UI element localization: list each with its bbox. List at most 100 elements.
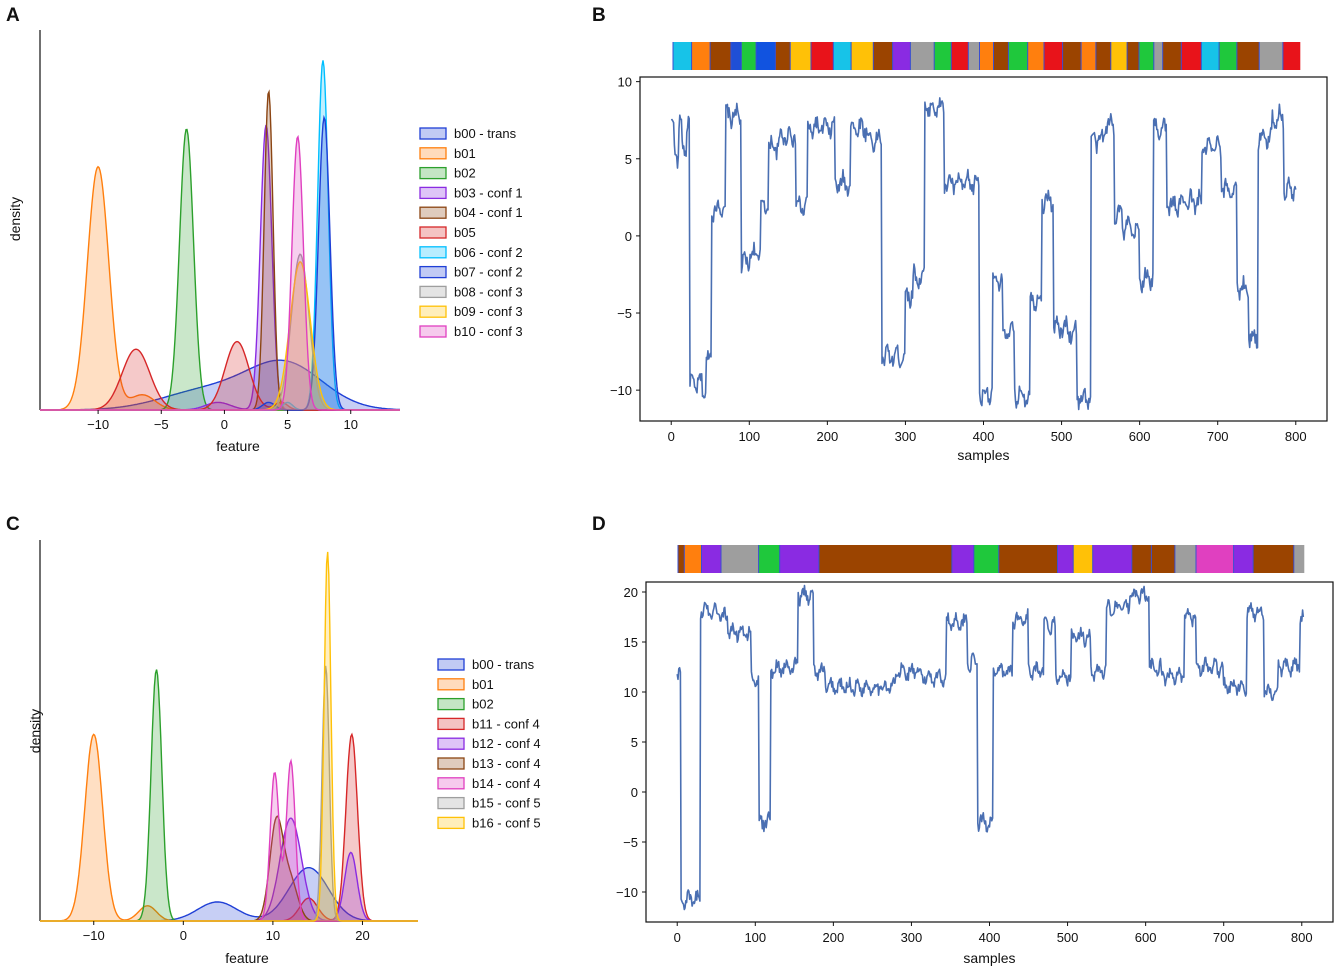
strip-block	[1253, 545, 1295, 573]
legend-swatch-b14-conf-4	[437, 777, 465, 790]
x-axis-label: feature	[225, 950, 269, 966]
legend-entry-b12-conf-4: b12 - conf 4	[472, 736, 541, 751]
legend-entry-b06-conf-2: b06 - conf 2	[454, 245, 523, 260]
legend-swatch-b08-conf-3	[419, 285, 447, 299]
strip-block	[691, 42, 711, 70]
signal-chart-b: 0 100 200 300 400 500 600 700 800 10 5 0 −5 −10 sample…	[610, 42, 1328, 463]
legend-entry-b00-trans: b00 - trans	[472, 657, 535, 672]
x-axis-label: samples	[963, 950, 1015, 966]
x-tick-label: 20	[355, 928, 369, 943]
strip-block	[730, 42, 742, 70]
strip-block	[851, 42, 874, 70]
legend-swatch-b07-conf-2	[419, 265, 447, 279]
strip-block	[1293, 545, 1305, 573]
strip-block	[756, 42, 776, 70]
strip-block	[1139, 42, 1155, 70]
legend-entry-b01: b01	[472, 677, 494, 692]
x-tick-label: 100	[738, 429, 760, 444]
strip-block	[1162, 42, 1182, 70]
x-tick-label: 400	[979, 930, 1001, 945]
legend-entry-b01: b01	[454, 146, 476, 161]
y-tick-label: −10	[616, 885, 638, 900]
x-tick-label: 0	[180, 928, 187, 943]
strip-block	[892, 42, 911, 70]
plot-frame	[639, 76, 1328, 422]
legend-swatch-b10-conf-3	[419, 325, 447, 338]
panel-label-d: D	[592, 514, 606, 535]
legend-swatch-b15-conf-5	[437, 796, 465, 810]
legend-swatch-b09-conf-3	[419, 305, 447, 318]
x-tick-label: 5	[284, 417, 291, 432]
y-tick-label: 5	[631, 735, 638, 750]
strip-block	[1219, 42, 1238, 70]
strip-block	[1131, 545, 1152, 573]
density-curve-b00-trans	[40, 359, 400, 411]
x-tick-label: 0	[221, 417, 228, 432]
x-tick-label: −10	[83, 928, 105, 943]
legend-entry-b16-conf-5: b16 - conf 5	[472, 815, 541, 830]
density-fill-b01	[40, 166, 400, 410]
panel-label-a: A	[6, 5, 20, 26]
y-axis-label: density	[7, 197, 23, 241]
strip-block	[1201, 42, 1220, 70]
x-tick-label: 800	[1291, 930, 1313, 945]
y-tick-label: 20	[624, 585, 638, 600]
strip-block	[811, 42, 834, 70]
strip-block	[684, 545, 702, 573]
strip-block	[979, 42, 994, 70]
legend-swatch-b12-conf-4	[437, 737, 465, 750]
strip-block	[1236, 42, 1260, 70]
strip-block	[998, 545, 1058, 573]
strip-block	[993, 42, 1009, 70]
x-tick-label: 200	[823, 930, 845, 945]
x-tick-label: 600	[1129, 429, 1151, 444]
strip-block	[910, 42, 935, 70]
density-fill-b16-conf-5	[40, 551, 418, 921]
strip-block	[1282, 42, 1301, 70]
strip-block	[973, 545, 1000, 573]
density-chart-a: −10 −5 0 5 10 feature density b00 - trans b01 b02…	[7, 30, 523, 454]
x-tick-label: 300	[895, 429, 917, 444]
strip-block	[1008, 42, 1028, 70]
legend-swatch-b02	[419, 166, 447, 180]
strip-block	[1196, 545, 1234, 573]
strip-block	[818, 545, 953, 573]
x-tick-label: −5	[154, 417, 169, 432]
x-tick-label: 10	[344, 417, 358, 432]
strip-block	[1153, 42, 1163, 70]
density-fill-b07-conf-2	[40, 117, 400, 410]
y-tick-label: 10	[624, 685, 638, 700]
x-tick-label: 10	[266, 928, 280, 943]
legend-entry-b02: b02	[454, 166, 476, 181]
x-axis-label: samples	[957, 447, 1009, 463]
strip-block	[1127, 42, 1140, 70]
strip-block	[1095, 42, 1111, 70]
legend-entry-b11-conf-4: b11 - conf 4	[472, 716, 540, 731]
legend-swatch-b01	[419, 147, 447, 160]
strip-block	[790, 42, 812, 70]
y-tick-label: 0	[631, 785, 638, 800]
x-tick-label: 700	[1213, 930, 1235, 945]
x-tick-label: 500	[1051, 429, 1073, 444]
legend-entry-b13-conf-4: b13 - conf 4	[472, 756, 541, 771]
strip-block	[678, 545, 685, 573]
panel-label-c: C	[6, 514, 20, 535]
strip-block	[779, 545, 820, 573]
strip-block	[758, 545, 780, 573]
legend-swatch-b11-conf-4	[437, 717, 465, 731]
strip-block	[1110, 42, 1128, 70]
x-tick-label: 0	[668, 429, 675, 444]
legend-entry-b08-conf-3: b08 - conf 3	[454, 284, 523, 299]
legend-swatch-b00-trans	[437, 658, 465, 671]
x-tick-label: 300	[901, 930, 923, 945]
legend-swatch-b01	[437, 678, 465, 691]
strip-block	[1057, 545, 1074, 573]
y-tick-label: −5	[623, 835, 638, 850]
legend-swatch-b03-conf-1	[419, 186, 447, 200]
strip-block	[710, 42, 732, 70]
x-tick-label: 200	[817, 429, 839, 444]
legend-entry-b03-conf-1: b03 - conf 1	[454, 185, 523, 200]
legend-entry-b04-conf-1: b04 - conf 1	[454, 205, 523, 220]
